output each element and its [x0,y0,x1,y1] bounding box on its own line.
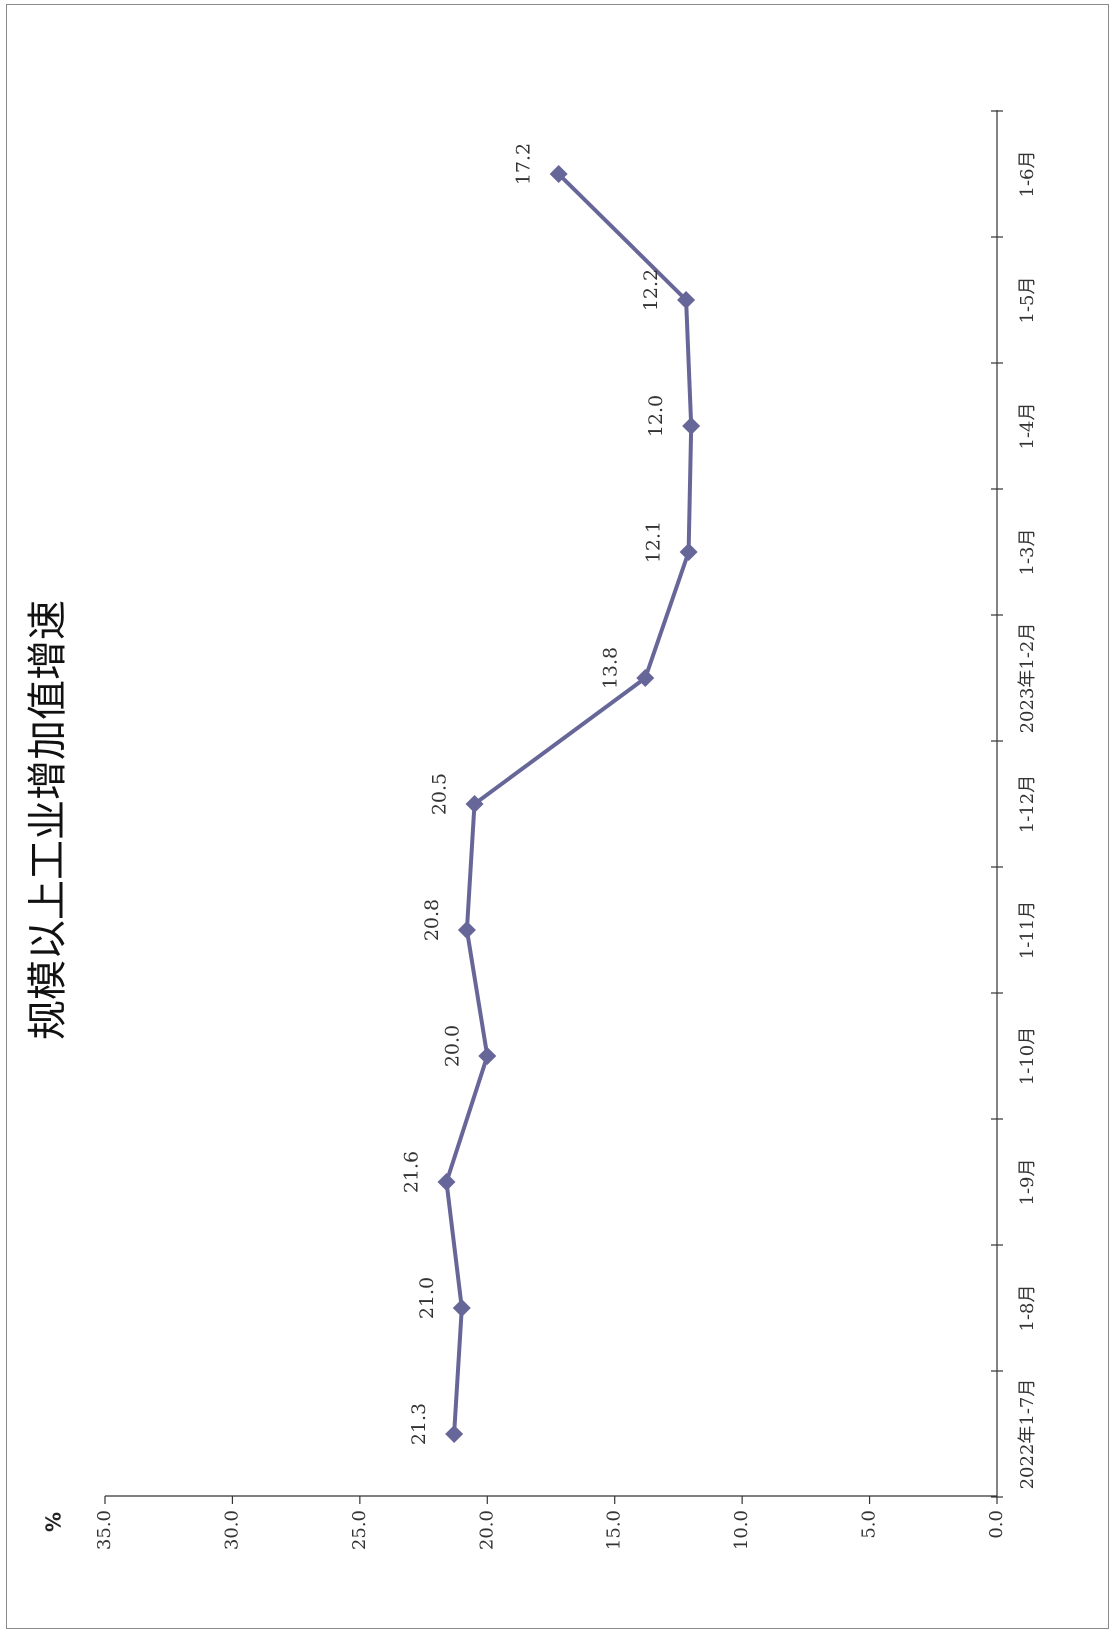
chart-title: 规模以上工业增加值增速 [25,600,71,1040]
category-tick-label: 1-10月 [1017,1027,1038,1085]
data-label: 20.8 [421,899,443,941]
data-point-marker [445,1425,464,1443]
data-point-marker [437,1173,456,1191]
data-label: 20.5 [429,773,451,815]
category-tick-label: 1-4月 [1017,403,1038,450]
category-tick-label: 2022年1-7月 [1017,1379,1038,1490]
data-point-marker [478,1047,497,1065]
value-tick-label: 20.0 [476,1510,497,1550]
data-label: 20.0 [441,1025,463,1067]
category-tick-label: 2023年1-2月 [1017,623,1038,734]
category-tick-label: 1-8月 [1017,1285,1038,1332]
data-point-marker [457,921,476,939]
value-tick-label: 30.0 [221,1510,242,1550]
category-tick-label: 1-6月 [1017,151,1038,198]
data-label: 17.2 [513,143,535,185]
data-point-marker [682,417,701,435]
data-label: 21.6 [401,1151,423,1193]
y-axis-unit-label: % [42,1512,66,1532]
value-tick-label: 35.0 [94,1510,115,1550]
data-point-marker [465,795,484,813]
data-point-marker [549,165,568,183]
category-tick-label: 1-12月 [1017,775,1038,833]
value-tick-label: 15.0 [604,1510,625,1550]
chart-frame [6,4,1109,1629]
labels-layer: 21.3 21.0 21.6 20.0 20.8 20.5 13.8 12.1 12.0 12.2… [401,143,668,1445]
data-label: 12.1 [643,521,665,563]
data-point-marker [636,669,655,687]
value-tick-label: 10.0 [731,1510,752,1550]
data-point-marker [677,291,696,309]
value-tick-label: 0.0 [986,1510,1007,1539]
data-label: 13.8 [599,647,621,689]
series-layer [437,165,701,1443]
data-label: 21.3 [408,1403,430,1445]
category-tick-label: 1-11月 [1017,901,1038,959]
category-tick-label: 1-5月 [1017,277,1038,324]
data-point-marker [679,543,698,561]
category-tick-label: 1-3月 [1017,529,1038,576]
data-point-marker [452,1299,471,1317]
data-label: 21.0 [416,1277,438,1319]
axes: 0.0 5.0 10.0 15.0 20.0 25.0 30.0 35.0 2022年1-7月 1… [94,110,1038,1550]
value-tick-label: 5.0 [859,1510,880,1539]
data-label: 12.2 [640,269,662,311]
category-tick-label: 1-9月 [1017,1159,1038,1206]
data-label: 12.0 [645,395,667,437]
value-tick-label: 25.0 [349,1510,370,1550]
